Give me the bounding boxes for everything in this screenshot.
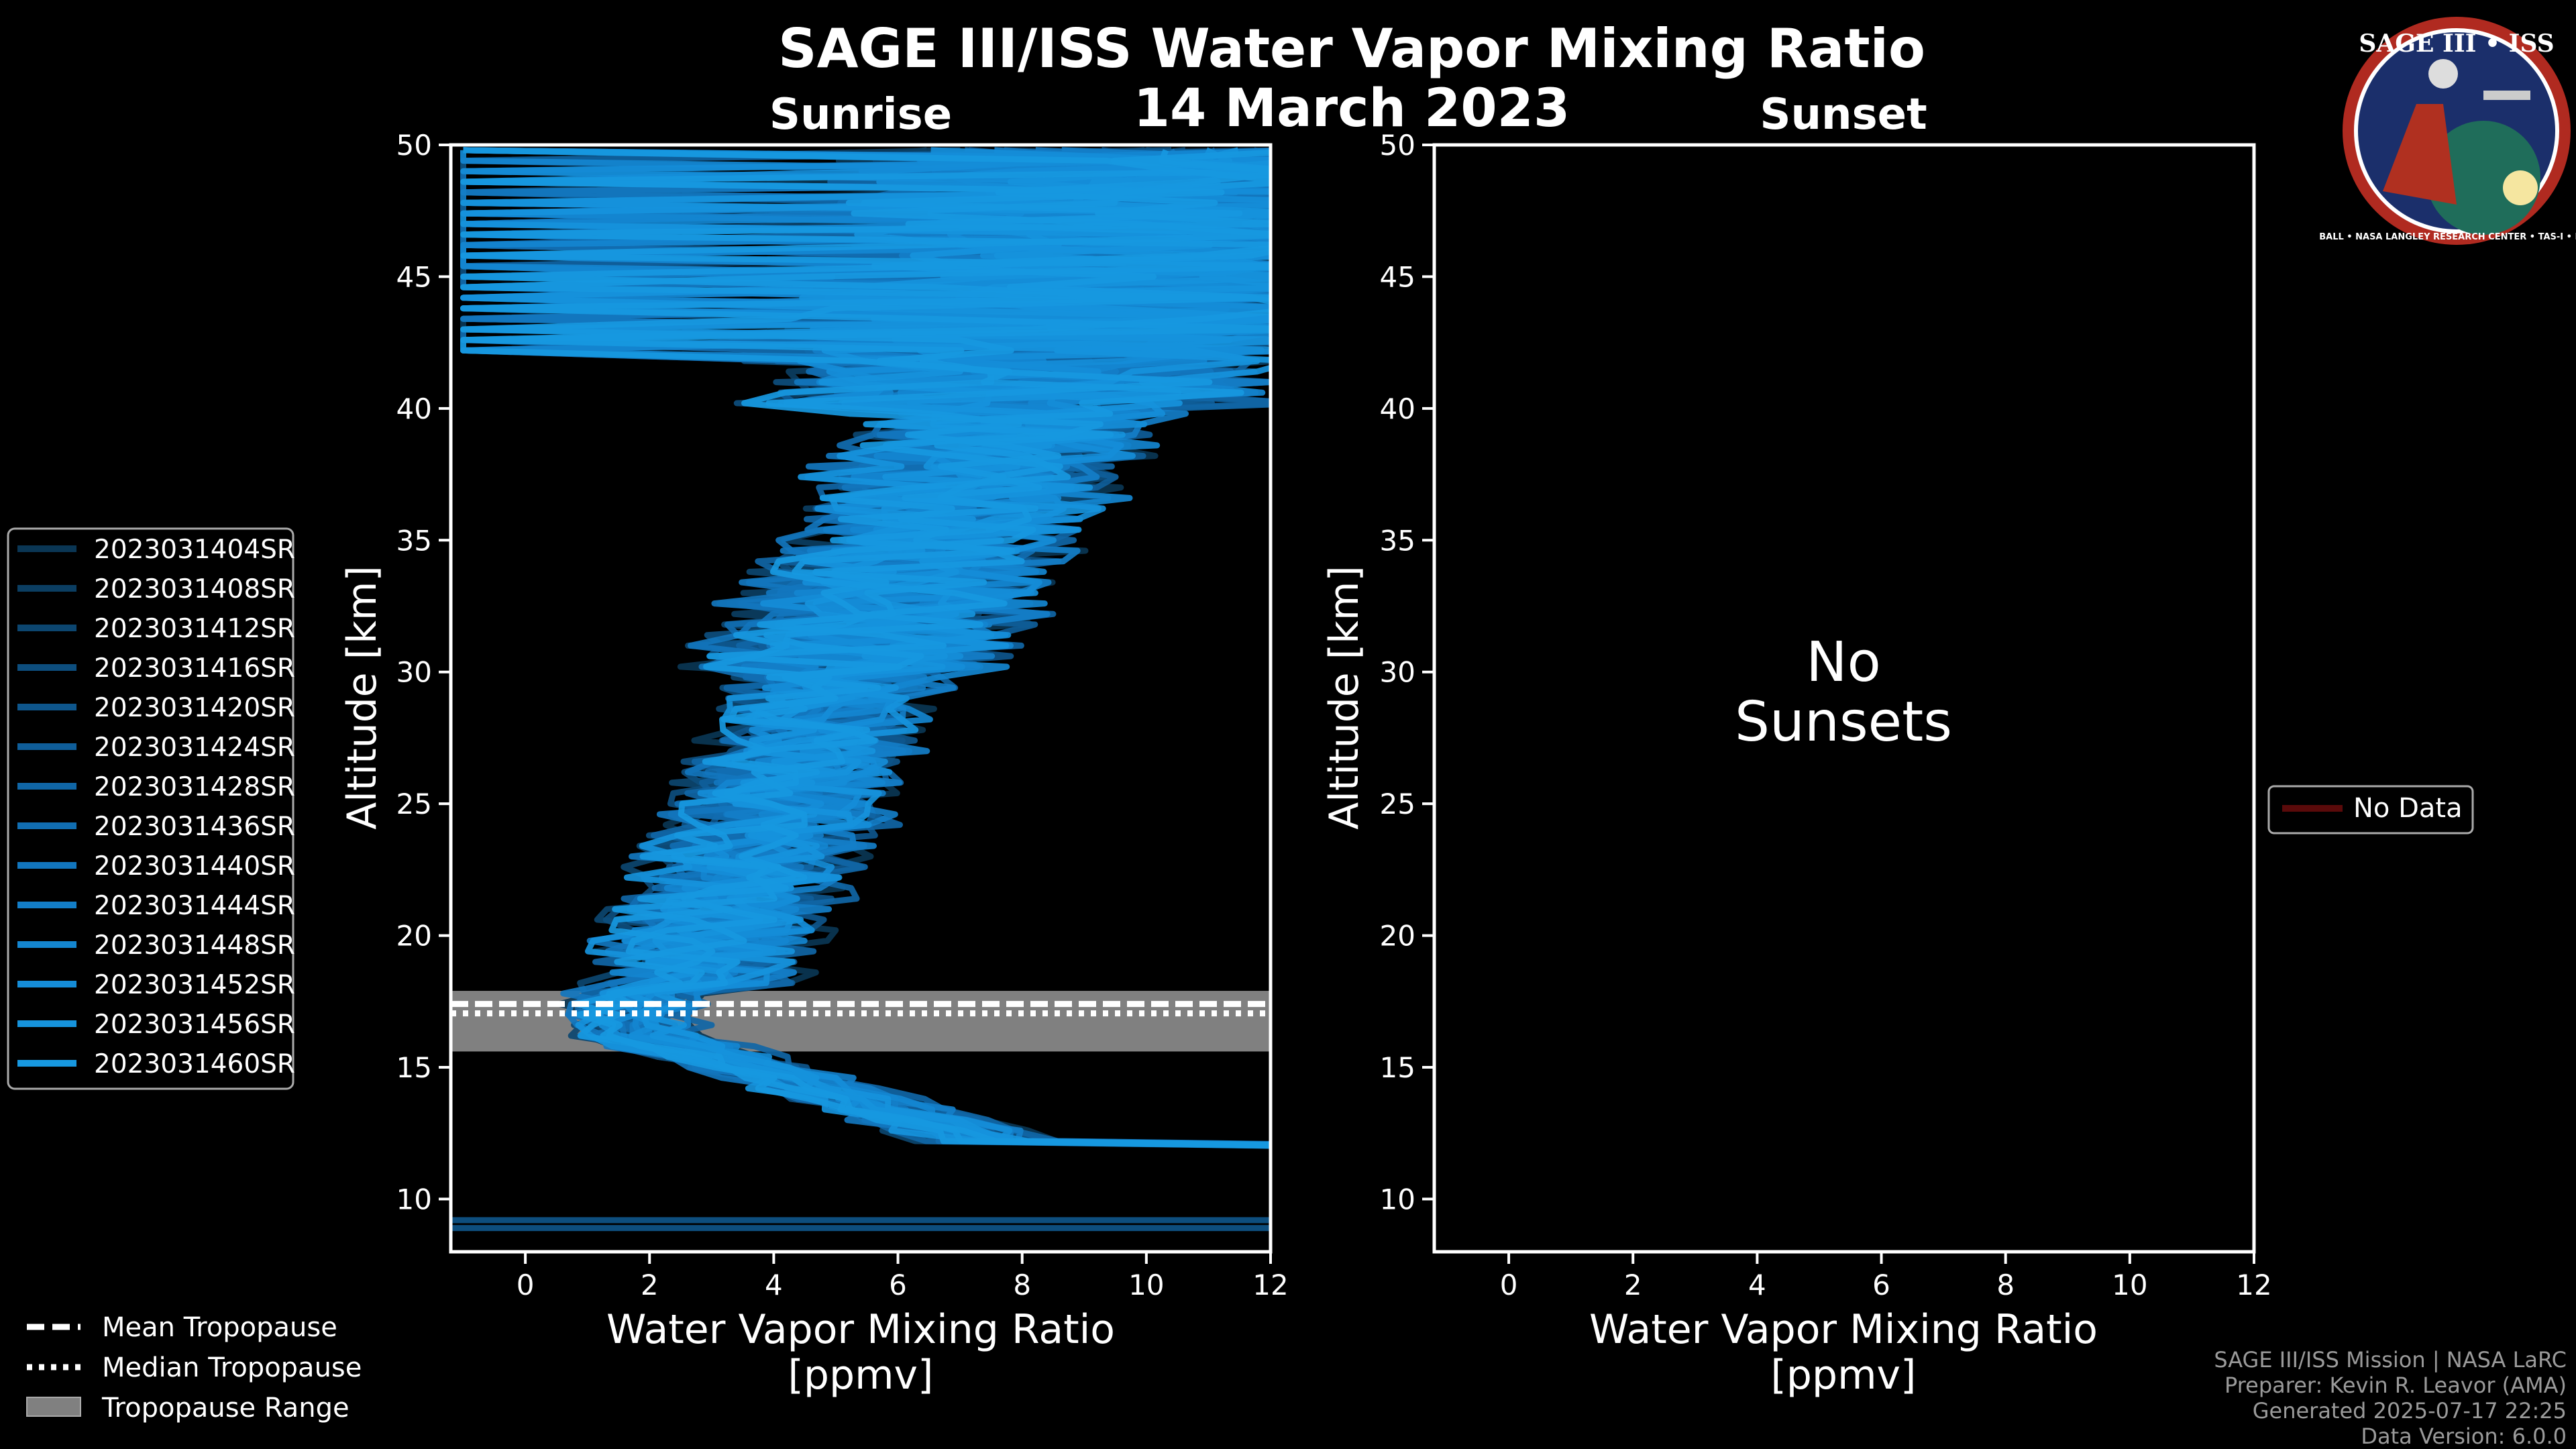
legend-label-2023031444SR: 2023031444SR	[94, 891, 295, 921]
credits-line4: Data Version: 6.0.0	[2361, 1424, 2567, 1449]
sunset-xlabel-line1: Water Vapor Mixing Ratio	[1589, 1306, 2098, 1353]
sage-iii-iss-badge: SAGE III • ISS BALL • NASA LANGLEY RESEA…	[2319, 17, 2576, 245]
credits-line1: SAGE III/ISS Mission | NASA LaRC	[2214, 1347, 2567, 1373]
p0-ytick-label: 30	[396, 656, 432, 689]
p1-ytick-label: 45	[1380, 260, 1415, 293]
badge-sun-icon	[2503, 170, 2538, 205]
legend-label-2023031448SR: 2023031448SR	[94, 930, 295, 961]
p1-xtick-label: 8	[1996, 1269, 2015, 1301]
legend-label-2023031416SR: 2023031416SR	[94, 653, 295, 684]
p1-ytick-label: 30	[1380, 656, 1415, 689]
badge-station-icon	[2483, 91, 2530, 100]
p0-xtick-label: 2	[641, 1269, 659, 1301]
legend-label-2023031420SR: 2023031420SR	[94, 693, 295, 723]
tropopause-legend: Mean Tropopause Median Tropopause Tropop…	[26, 1312, 362, 1424]
p0-xtick-label: 0	[517, 1269, 535, 1301]
sunrise-xlabel-line2: [ppmv]	[788, 1352, 934, 1399]
p0-ytick-label: 35	[396, 524, 432, 557]
p0-xtick-label: 10	[1128, 1269, 1164, 1301]
p1-xtick-label: 2	[1624, 1269, 1642, 1301]
p1-xtick-label: 0	[1500, 1269, 1518, 1301]
sunset-legend: No Data	[2267, 785, 2474, 835]
badge-moon-icon	[2428, 59, 2458, 89]
no-sunsets-line2: Sunsets	[1735, 690, 1952, 754]
p1-xtick-label: 10	[2112, 1269, 2147, 1301]
p1-ytick-label: 40	[1380, 392, 1415, 425]
legend-label-2023031412SR: 2023031412SR	[94, 614, 295, 644]
legend-label-2023031456SR: 2023031456SR	[94, 1010, 295, 1040]
credits-line2: Preparer: Kevin R. Leavor (AMA)	[2224, 1373, 2567, 1398]
p0-ytick-label: 10	[396, 1183, 432, 1216]
p0-ytick-label: 25	[396, 788, 432, 820]
p1-ytick-label: 15	[1380, 1051, 1415, 1084]
legend-label-2023031404SR: 2023031404SR	[94, 535, 295, 565]
sunset-panel-title: Sunset	[1760, 90, 1927, 140]
p1-ytick-label: 35	[1380, 524, 1415, 557]
sunrise-panel-title: Sunrise	[769, 90, 952, 140]
p0-ytick-label: 20	[396, 920, 432, 953]
p1-xtick-label: 4	[1748, 1269, 1766, 1301]
median-tropopause-label: Median Tropopause	[102, 1352, 362, 1383]
p0-ytick-label: 45	[396, 260, 432, 293]
tropopause-range-swatch	[26, 1397, 81, 1417]
legend-label-2023031440SR: 2023031440SR	[94, 851, 295, 881]
sunrise-xlabel-line1: Water Vapor Mixing Ratio	[606, 1306, 1115, 1353]
sunset-plot-area	[1434, 145, 2254, 1252]
badge-title: SAGE III • ISS	[2359, 30, 2554, 58]
p0-xtick-label: 6	[889, 1269, 907, 1301]
p1-ytick-label: 25	[1380, 788, 1415, 820]
sunset-panel: Sunset 0 2 4 6 8 10 12 10 15 20 25 30 35 40 45 50 No S…	[1321, 90, 2272, 1399]
credits: SAGE III/ISS Mission | NASA LaRC Prepare…	[2214, 1347, 2567, 1449]
mean-tropopause-label: Mean Tropopause	[102, 1312, 337, 1343]
legend-label-2023031452SR: 2023031452SR	[94, 970, 295, 1000]
p1-ytick-label: 10	[1380, 1183, 1415, 1216]
sunset-legend-label: No Data	[2353, 793, 2463, 824]
sunrise-legend-frame	[7, 527, 294, 1090]
sunset-legend-frame	[2267, 785, 2474, 835]
legend-label-2023031436SR: 2023031436SR	[94, 812, 295, 842]
sunrise-ylabel: Altitude [km]	[339, 566, 386, 830]
sunset-xlabel-line2: [ppmv]	[1771, 1352, 1917, 1399]
p0-ytick-label: 40	[396, 392, 432, 425]
sunset-ylabel: Altitude [km]	[1321, 566, 1368, 830]
p0-xtick-label: 12	[1252, 1269, 1288, 1301]
credits-line3: Generated 2025-07-17 22:25	[2253, 1398, 2567, 1424]
figure-title: SAGE III/ISS Water Vapor Mixing Ratio	[778, 17, 1925, 80]
p0-ytick-label: 50	[396, 129, 432, 162]
p1-xtick-label: 6	[1872, 1269, 1890, 1301]
tropopause-range-label: Tropopause Range	[101, 1393, 350, 1424]
p1-ytick-label: 20	[1380, 920, 1415, 953]
legend-label-2023031408SR: 2023031408SR	[94, 574, 295, 604]
no-sunsets-line1: No	[1806, 631, 1881, 694]
badge-figure-icon	[2383, 104, 2457, 205]
sunrise-plot-frame	[449, 143, 1273, 1254]
sunrise-legend: 2023031404SR 2023031408SR 2023031412SR 2023…	[7, 527, 295, 1090]
sunset-plot-frame	[1432, 143, 2256, 1254]
legend-label-2023031424SR: 2023031424SR	[94, 733, 295, 763]
badge-ring-text: BALL • NASA LANGLEY RESEARCH CENTER • TA…	[2319, 232, 2576, 242]
legend-label-2023031428SR: 2023031428SR	[94, 772, 295, 802]
sunrise-panel: Sunrise 0 2 4 6 8 10 12 10 15 20 25 30 35 40 45 50 Wat…	[339, 90, 1289, 1399]
p1-ytick-label: 50	[1380, 129, 1415, 162]
legend-label-2023031460SR: 2023031460SR	[94, 1049, 295, 1079]
p1-xtick-label: 12	[2236, 1269, 2271, 1301]
p0-xtick-label: 4	[765, 1269, 783, 1301]
figure-date: 14 March 2023	[1134, 78, 1570, 139]
p0-xtick-label: 8	[1013, 1269, 1031, 1301]
badge-earth-icon	[2426, 121, 2540, 235]
p0-ytick-label: 15	[396, 1051, 432, 1084]
